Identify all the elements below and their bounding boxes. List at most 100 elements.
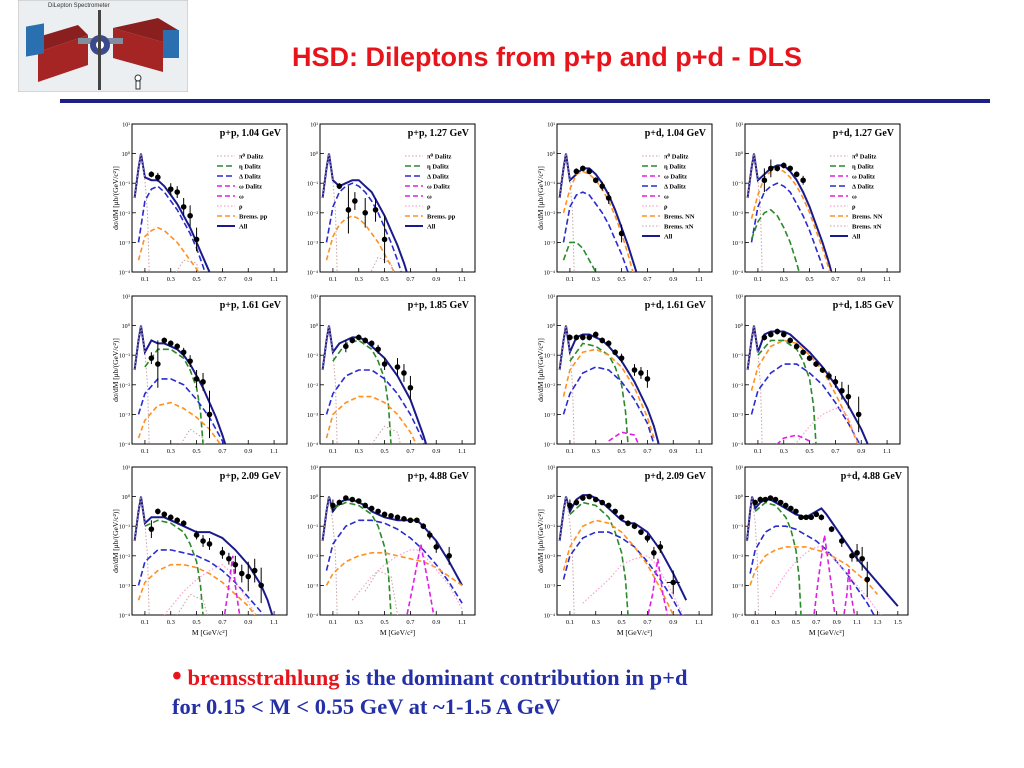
x-tick-label: 0.3 xyxy=(167,448,175,455)
chart-pp-1.04: 10¹ 10⁰ 10⁻¹ 10⁻² 10⁻³ 10⁻⁴ 0.1 0.3 0.5 0.7 0.9 1.1… xyxy=(110,114,292,304)
series-delta xyxy=(137,549,264,615)
data-point xyxy=(148,171,155,178)
series-delta xyxy=(750,182,826,272)
data-point xyxy=(798,514,804,521)
chart-pd-1.27: 10¹ 10⁰ 10⁻¹ 10⁻² 10⁻³ 10⁻⁴ 0.1 0.3 0.5 0.7 0.9 1.1… xyxy=(723,114,905,304)
data-point xyxy=(580,165,586,172)
data-point xyxy=(657,544,664,550)
curve-group xyxy=(558,153,638,272)
y-tick-label: 10¹ xyxy=(122,295,130,301)
data-point xyxy=(808,514,815,521)
series-omega xyxy=(776,434,813,444)
panel-title: p+d, 2.09 GeV xyxy=(645,471,707,482)
series-all xyxy=(133,325,227,444)
y-tick-label: 10⁻¹ xyxy=(732,525,743,531)
data-point xyxy=(193,376,200,382)
data-point xyxy=(631,523,638,529)
curve-group xyxy=(746,495,899,615)
x-tick-label: 0.3 xyxy=(592,448,600,455)
chart-pd-1.85: 10¹ 10⁰ 10⁻¹ 10⁻² 10⁻³ 10⁻⁴ 0.1 0.3 0.5 0.7 0.9 1.1… xyxy=(723,286,905,476)
chart-pd-4.88: 10¹ 10⁰ 10⁻¹ 10⁻² 10⁻³ 10⁻⁴ 0.1 0.3 0.5 0.7 0.9 1.1… xyxy=(723,457,913,647)
series-eta xyxy=(750,208,800,272)
series-pi0 xyxy=(180,428,206,444)
data-point xyxy=(832,379,839,385)
chart-svg: 10¹ 10⁰ 10⁻¹ 10⁻² 10⁻³ 10⁻⁴ 0.1 0.3 0.5 0.7 0.9 1.1… xyxy=(732,295,901,455)
y-tick-label: 10⁻⁴ xyxy=(119,614,130,620)
data-point xyxy=(407,517,414,524)
data-point xyxy=(605,195,612,201)
chart-svg: 10¹ 10⁰ 10⁻¹ 10⁻² 10⁻³ 10⁻⁴ 0.1 0.3 0.5 0.7 0.9 1.1… xyxy=(732,123,901,283)
data-point xyxy=(372,207,379,213)
x-tick-label: 0.5 xyxy=(193,619,201,626)
dilepton-spectrometer-icon: DiLepton Spectrometer xyxy=(17,0,189,93)
y-tick-label: 10⁻² xyxy=(119,211,130,217)
x-tick-label: 0.5 xyxy=(193,448,201,455)
data-point xyxy=(420,523,427,529)
data-point xyxy=(793,171,800,178)
x-tick-label: 1.1 xyxy=(853,619,861,626)
y-tick-label: 10⁰ xyxy=(122,151,131,158)
data-point xyxy=(336,183,343,189)
x-tick-label: 0.3 xyxy=(355,276,363,283)
y-tick-label: 10⁻² xyxy=(307,383,318,389)
x-tick-label: 0.1 xyxy=(141,276,149,283)
panel-title: p+d, 1.61 GeV xyxy=(645,300,707,311)
data-point xyxy=(592,496,599,503)
chart-svg: 10¹ 10⁰ 10⁻¹ 10⁻² 10⁻³ 10⁻⁴ 0.1 0.3 0.5 0.7 0.9 1.1… xyxy=(111,123,288,283)
page-title: HSD: Dileptons from p+p and p+d - DLS xyxy=(292,42,803,72)
data-point xyxy=(368,340,375,347)
legend-label: ω xyxy=(852,194,857,201)
x-tick-label: 0.1 xyxy=(566,448,574,455)
y-tick-label: 10⁻⁴ xyxy=(544,614,555,620)
series-brems xyxy=(562,519,675,615)
series-brems xyxy=(325,552,463,587)
y-tick-label: 10⁻³ xyxy=(732,241,743,247)
legend-label: ρ xyxy=(427,204,431,211)
data-point xyxy=(573,499,580,506)
y-tick-label: 10¹ xyxy=(122,123,130,129)
data-point xyxy=(788,505,794,512)
note-line2: for 0.15 < M < 0.55 GeV at ~1-1.5 A GeV xyxy=(172,694,561,719)
y-tick-label: 10¹ xyxy=(547,466,555,472)
data-point xyxy=(433,544,440,550)
series-pi0 xyxy=(746,496,760,615)
x-tick-label: 1.1 xyxy=(458,619,466,626)
series-eta xyxy=(754,501,802,615)
chart-svg: 10¹ 10⁰ 10⁻¹ 10⁻² 10⁻³ 10⁻⁴ 0.1 0.3 0.5 0.7 0.9 1.1… xyxy=(732,466,909,637)
data-point xyxy=(349,496,356,503)
series-delta xyxy=(325,369,426,444)
y-tick-label: 10⁻³ xyxy=(307,241,318,247)
legend-label: Δ Dalitz xyxy=(427,174,449,181)
panel-title: p+p, 1.04 GeV xyxy=(220,128,282,139)
x-tick-label: 0.5 xyxy=(381,276,389,283)
series-omega xyxy=(647,558,669,615)
x-tick-label: 0.9 xyxy=(432,448,440,455)
chart-svg: 10¹ 10⁰ 10⁻¹ 10⁻² 10⁻³ 10⁻⁴ 0.1 0.3 0.5 0.7 0.9 1.1… xyxy=(307,295,476,455)
data-point xyxy=(401,370,407,376)
legend-label: Δ Dalitz xyxy=(664,184,686,191)
x-tick-label: 1.1 xyxy=(270,619,278,626)
data-point xyxy=(226,555,232,562)
x-tick-label: 0.9 xyxy=(857,448,865,455)
data-point xyxy=(352,198,358,204)
y-tick-label: 10⁻¹ xyxy=(732,354,743,360)
data-point xyxy=(381,511,388,518)
chart-svg: 10¹ 10⁰ 10⁻¹ 10⁻² 10⁻³ 10⁻⁴ 0.1 0.3 0.5 0.7 0.9 1.1… xyxy=(536,123,713,283)
x-tick-label: 0.5 xyxy=(806,276,814,283)
data-point xyxy=(355,334,362,341)
data-point xyxy=(336,499,343,506)
data-point xyxy=(161,511,168,518)
curve-group xyxy=(321,153,408,272)
legend-label: π⁰ Dalitz xyxy=(664,153,689,161)
series-delta xyxy=(325,519,463,604)
data-point xyxy=(381,361,388,367)
series-rho xyxy=(351,549,463,610)
x-tick-label: 0.1 xyxy=(754,448,762,455)
y-tick-label: 10⁰ xyxy=(547,323,556,330)
y-tick-label: 10⁻² xyxy=(119,383,130,389)
x-tick-label: 0.3 xyxy=(167,276,175,283)
data-point xyxy=(586,334,593,341)
y-tick-label: 10¹ xyxy=(735,123,743,129)
y-axis-label: dσ/dM [μb/(GeV/c²)] xyxy=(111,338,120,402)
series-all xyxy=(746,325,869,444)
